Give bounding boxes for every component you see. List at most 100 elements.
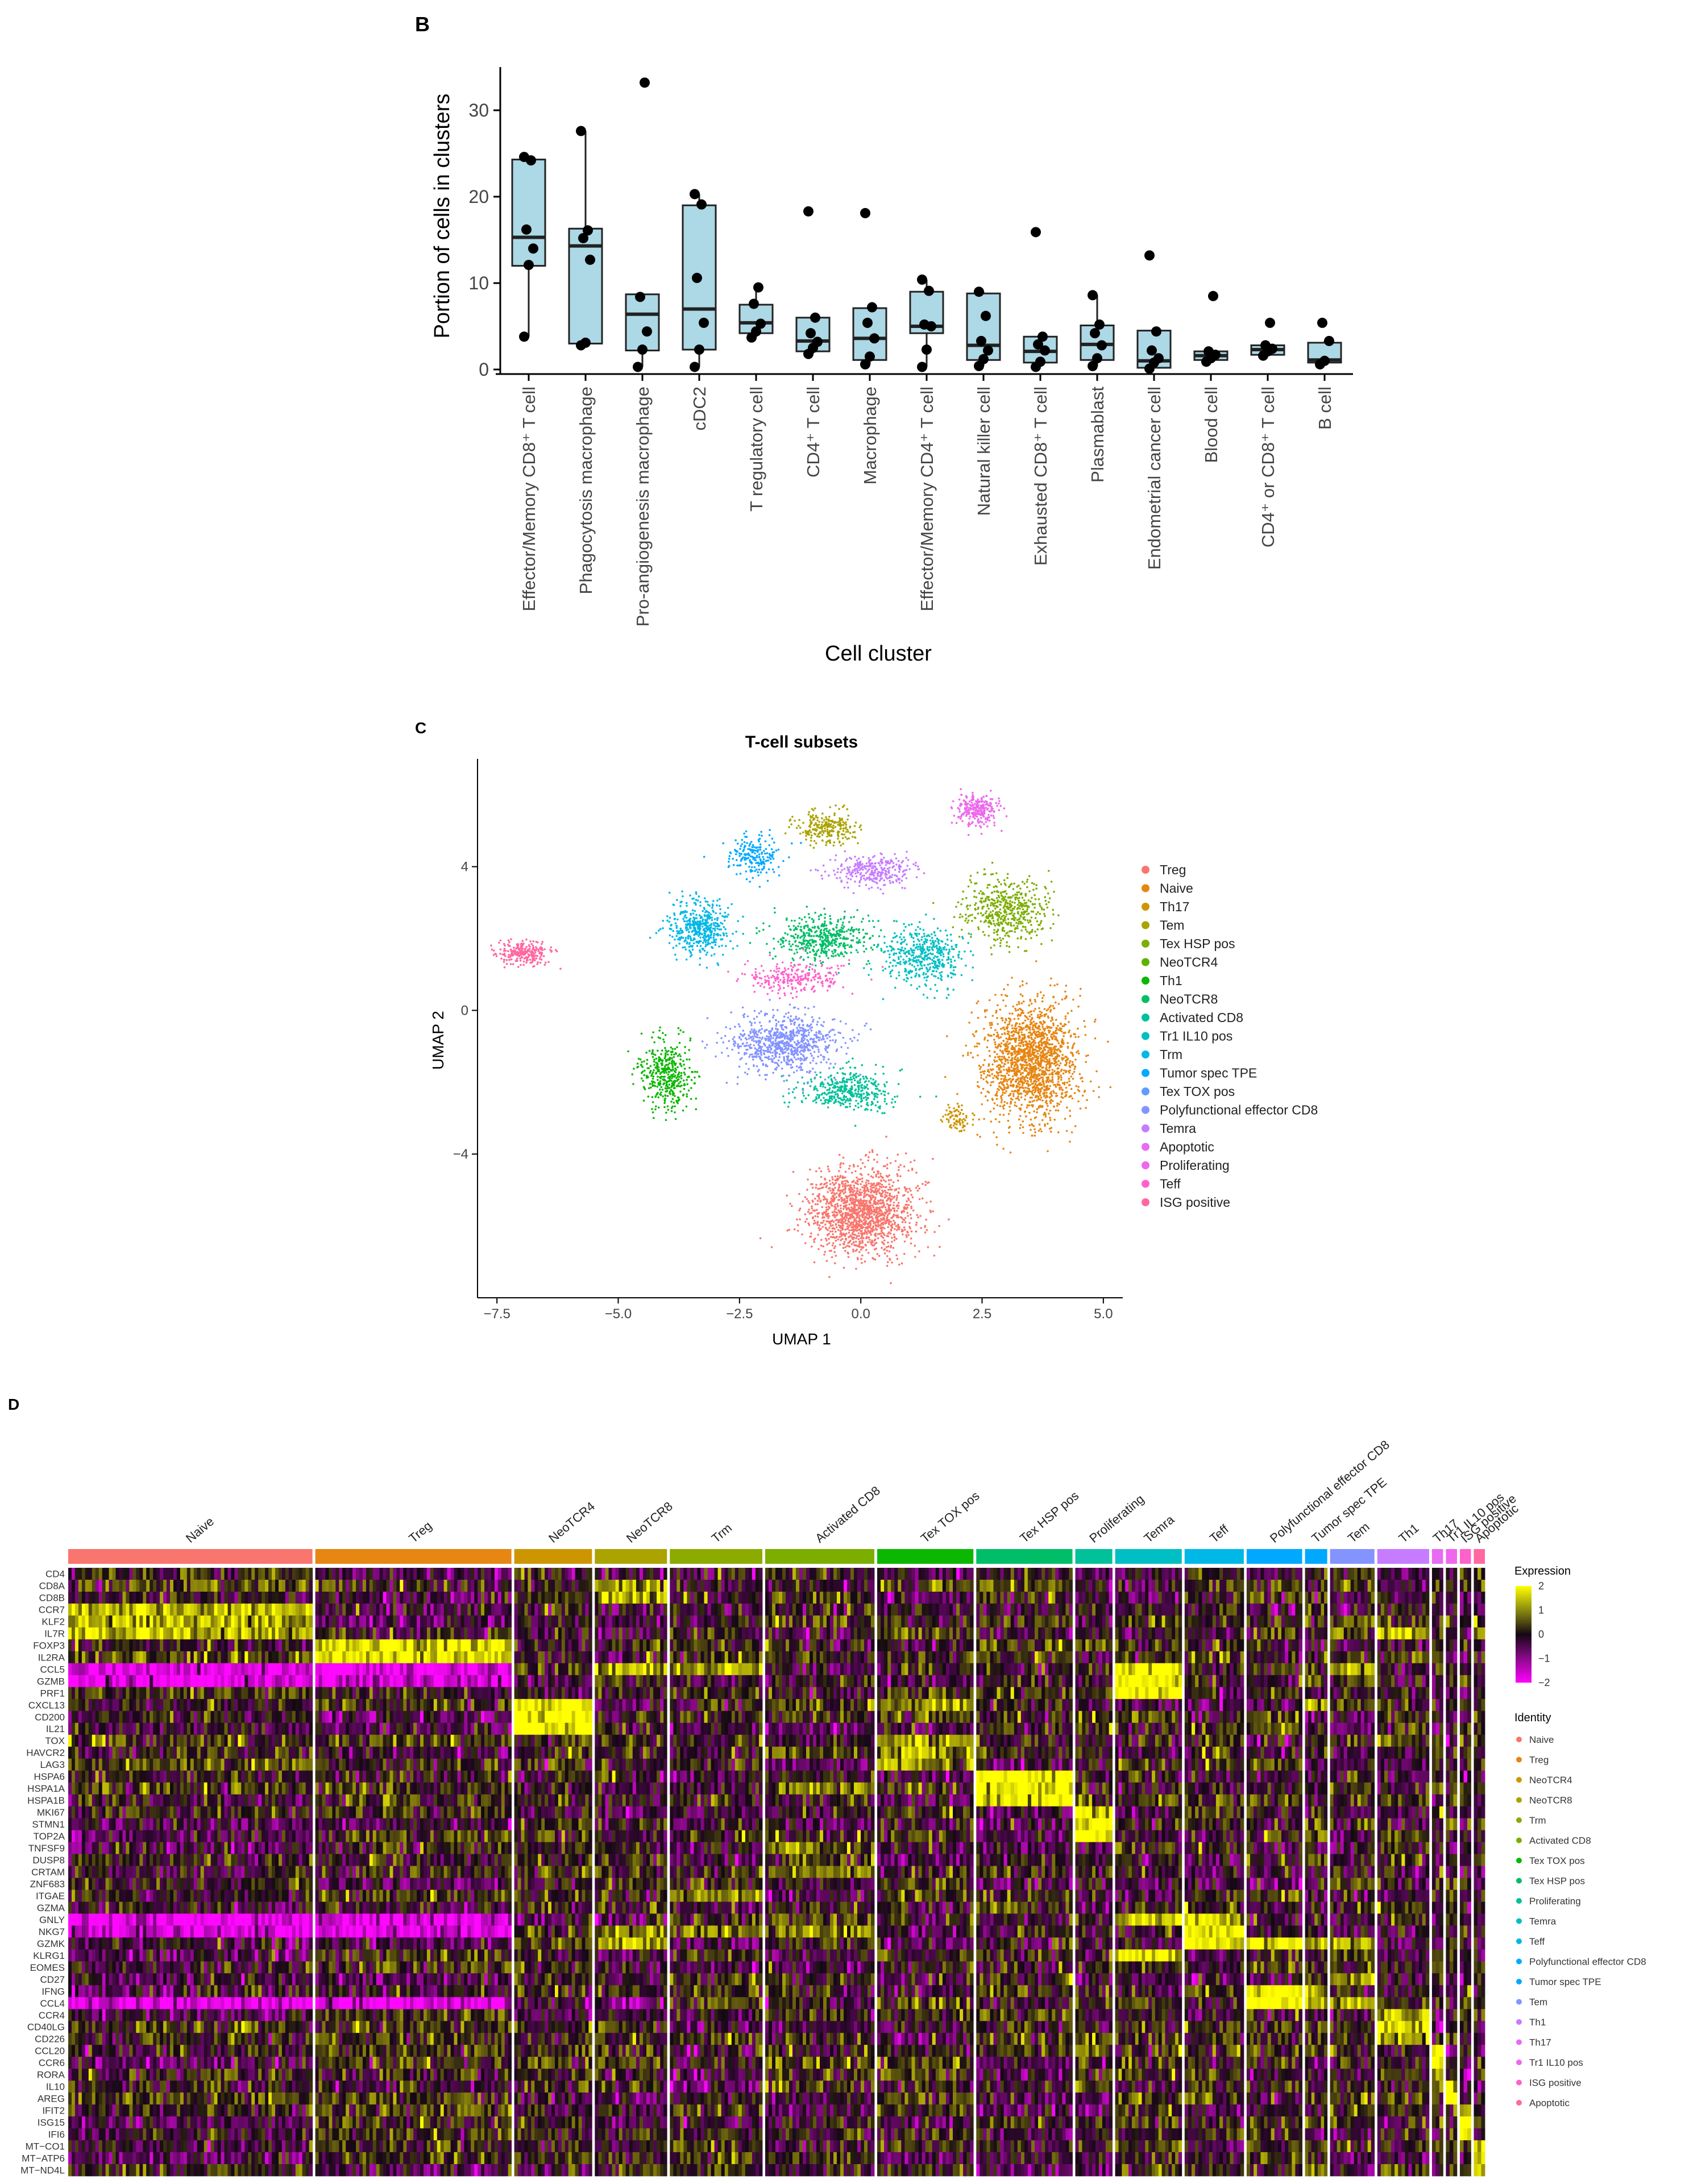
panel-d-group-bar [1184, 1549, 1244, 1564]
panel-b-point [806, 328, 816, 339]
panel-c-legend-key [1142, 1143, 1149, 1151]
panel-b-point [981, 310, 991, 321]
panel-c-legend-key [1142, 1161, 1149, 1169]
panel-c-legend-key [1142, 958, 1149, 966]
panel-b-x-tick-label: Phagocytosis macrophage [576, 387, 596, 594]
panel-d-identity-label: Apoptotic [1529, 2098, 1570, 2108]
panel-b-point [637, 344, 648, 355]
panel-c-cluster-points [781, 1057, 937, 1127]
panel-d-gene-label: IFNG [41, 1986, 65, 1997]
panel-b-point [690, 189, 700, 200]
panel-label-c: C [415, 719, 426, 737]
panel-c-x-tick-label: 2.5 [973, 1306, 991, 1322]
panel-c-ylabel: UMAP 2 [429, 1011, 447, 1070]
panel-c-legend-label: Treg [1160, 862, 1186, 877]
panel-d-group-bar [1246, 1549, 1302, 1564]
panel-b-point [756, 318, 766, 329]
panel-b-point [1153, 353, 1164, 364]
panel-c-legend-label: Naive [1160, 881, 1193, 896]
panel-b-point [869, 333, 879, 344]
panel-d-scale-tick-label: 1 [1538, 1605, 1544, 1616]
panel-c-x-tick-label: −7.5 [483, 1306, 510, 1322]
panel-b-point [1097, 340, 1107, 351]
panel-d-gene-label: ZNF683 [30, 1879, 65, 1890]
panel-c-legend-label: Tem [1160, 918, 1184, 933]
panel-b-point [583, 225, 593, 236]
panel-d-heatmap-block [1377, 1568, 1430, 2177]
panel-c-cluster-points [950, 788, 1008, 836]
panel-b-point [1035, 356, 1045, 367]
panel-d-gene-label: CCR4 [39, 2010, 65, 2021]
panel-d-gene-label: CD8B [39, 1592, 65, 1603]
panel-c-y-tick-label: 0 [461, 1003, 468, 1018]
panel-b-point [1208, 290, 1218, 301]
panel-b-point [1324, 335, 1334, 346]
panel-b-point [692, 272, 702, 283]
panel-c-cluster-points [627, 1026, 701, 1122]
panel-d-gene-label: CCL5 [40, 1664, 65, 1675]
panel-d-gene-label: IFIT2 [42, 2106, 65, 2116]
panel-d-scale-tick-label: 2 [1538, 1580, 1544, 1592]
panel-c-legend-label: Temra [1160, 1121, 1196, 1136]
panel-b-point [576, 126, 586, 136]
panel-b-x-tick-label: Effector/Memory CD4⁺ T cell [917, 387, 937, 611]
panel-c-cluster-points [784, 804, 862, 849]
panel-d-gene-label: CD4 [45, 1568, 65, 1579]
panel-d-group-label: Tex TOX pos [918, 1488, 982, 1545]
panel-c-legend-key [1142, 903, 1149, 911]
panel-b-point [1088, 360, 1098, 371]
panel-c-cluster-points [940, 1102, 976, 1132]
panel-d-identity-key [1516, 1777, 1522, 1783]
panel-b-point [983, 345, 993, 356]
panel-d-group-label: Temra [1141, 1512, 1177, 1546]
panel-d-group-bar [1115, 1549, 1182, 1564]
panel-d-identity-key [1516, 2019, 1522, 2025]
panel-d-group-bar [1305, 1549, 1327, 1564]
panel-d-gene-label: GNLY [39, 1915, 65, 1925]
panel-b-x-tick-label: B cell [1315, 387, 1335, 430]
panel-b-point [585, 254, 595, 265]
panel-d-group-bar [1446, 1549, 1457, 1564]
panel-d-gene-label: CD40LG [27, 2022, 65, 2033]
panel-b-ylabel: Portion of cells in clusters [430, 94, 454, 339]
panel-b-point [860, 207, 870, 218]
panel-b-point [580, 337, 591, 348]
panel-d-identity-key [1516, 1837, 1522, 1843]
panel-c-legend-key [1142, 1124, 1149, 1132]
panel-d-gene-label: MT−ND4L [20, 2165, 65, 2176]
panel-d-identity-key [1516, 1858, 1522, 1863]
panel-d-gene-label: CD226 [35, 2034, 65, 2045]
panel-d-gene-label: TNFSF9 [28, 1843, 65, 1854]
panel-b-point [1090, 328, 1100, 339]
panel-b-x-tick-label: Effector/Memory CD8⁺ T cell [519, 387, 539, 611]
panel-d-legend-title: Expression [1514, 1565, 1571, 1577]
panel-d-gene-label: TOP2A [34, 1831, 65, 1842]
panel-c-legend-label: Teff [1160, 1177, 1181, 1191]
panel-b-point [810, 312, 820, 323]
panel-c-legend-key [1142, 1106, 1149, 1114]
panel-b-x-tick-label: Plasmablast [1088, 387, 1107, 483]
panel-d-identity-key [1516, 1737, 1522, 1742]
panel-d-identity-key [1516, 1938, 1522, 1944]
panel-d-group-bar [1075, 1549, 1113, 1564]
panel-d-group-bar [68, 1549, 313, 1564]
panel-d-gene-label: IL21 [46, 1724, 65, 1734]
panel-d-identity-label: Tr1 IL10 pos [1529, 2057, 1583, 2068]
panel-d-gene-label: IL10 [46, 2082, 65, 2092]
panel-d-gene-label: MT−CO1 [26, 2141, 65, 2152]
panel-d-gene-label: CD8A [39, 1580, 65, 1591]
panel-b-point [974, 287, 984, 297]
panel-d-group-label: Th1 [1396, 1521, 1421, 1546]
panel-d-gene-label: CCR6 [39, 2058, 65, 2069]
panel-c-legend-label: Proliferating [1160, 1158, 1230, 1173]
panel-d-identity-label: Temra [1529, 1916, 1557, 1927]
panel-b-x-tick-label: cDC2 [690, 387, 709, 431]
panel-c-legend-label: Polyfunctional effector CD8 [1160, 1103, 1318, 1118]
panel-d-identity-label: NeoTCR8 [1529, 1795, 1572, 1806]
panel-c-legend-key [1142, 1051, 1149, 1058]
panel-b-point [1088, 290, 1098, 301]
panel-b-point [1147, 345, 1157, 356]
panel-d-identity-label: ISG positive [1529, 2078, 1582, 2088]
panel-c-legend-label: Trm [1160, 1047, 1182, 1062]
panel-d-gene-label: CCL20 [35, 2046, 65, 2057]
